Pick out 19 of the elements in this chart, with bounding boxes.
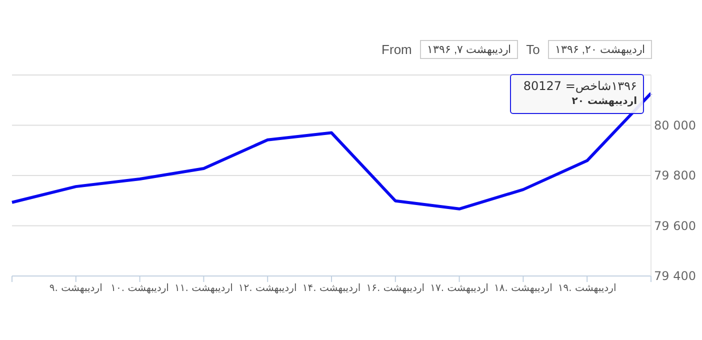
x-tick-label: ۱۶. اردیبهشت — [366, 283, 425, 294]
x-tick-label: ۱۹. اردیبهشت — [558, 283, 616, 294]
y-tick-label: 79 400 — [654, 269, 696, 283]
y-tick-label: 79 600 — [654, 218, 696, 233]
text: اردیبهشت ۷, ۱۳۹۶ — [420, 40, 518, 59]
y-tick-label: 80 000 — [654, 118, 696, 132]
x-tick-label: ۱۲. اردیبهشت — [238, 283, 297, 294]
text: To — [526, 42, 540, 57]
x-tick-label: ۹. اردیبهشت — [49, 283, 102, 294]
text: From — [382, 42, 412, 57]
x-tick-label: ۱۴. اردیبهشت — [302, 283, 361, 294]
x-tick-label: ۱۷. اردیبهشت — [430, 283, 488, 294]
x-tick-label: ۱۱. اردیبهشت — [174, 283, 233, 294]
x-tick-label: ۱۸. اردیبهشت — [494, 283, 552, 294]
text: اردیبهشت ۲۰, ۱۳۹۶ — [548, 40, 652, 59]
line-series — [10, 92, 652, 210]
y-tick-label: 79 800 — [654, 168, 696, 182]
x-tick-label: ۱۰. اردیبهشت — [110, 283, 169, 294]
annotation: ۱۳۹۶شاخص= 80127 اردیبهشت ۲۰ — [522, 78, 637, 110]
